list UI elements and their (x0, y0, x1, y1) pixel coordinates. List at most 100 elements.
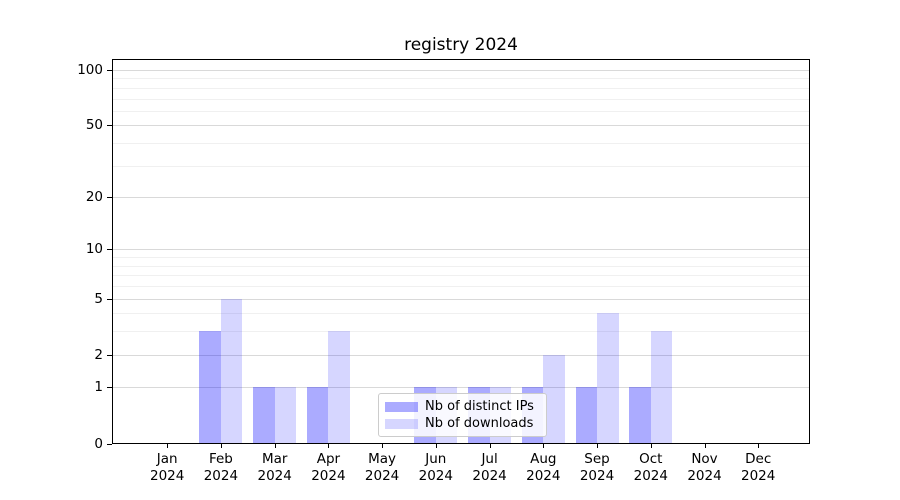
x-axis-label: Dec 2024 (726, 451, 790, 485)
y-axis-label: 1 (94, 379, 103, 396)
x-axis-label-year: 2024 (633, 468, 668, 484)
gridline-minor (112, 143, 810, 144)
y-axis-label: 5 (94, 290, 103, 307)
gridline-major (112, 125, 810, 127)
x-axis-tick (274, 444, 276, 448)
x-axis-label-month: Oct (639, 451, 663, 467)
y-axis-tick (107, 298, 112, 300)
x-axis-label: Jun 2024 (404, 451, 468, 485)
x-axis-label: Nov 2024 (673, 451, 737, 485)
gridline-minor (112, 313, 810, 315)
bar-distinct-ips (575, 387, 597, 444)
x-axis-label-month: Apr (316, 451, 341, 467)
x-axis-label: Jul 2024 (458, 451, 522, 485)
legend-swatch-distinct-ips (385, 401, 418, 412)
x-axis-label-year: 2024 (364, 468, 400, 484)
x-axis-label-year: 2024 (741, 468, 776, 484)
x-axis-label-year: 2024 (579, 468, 615, 484)
gridline-minor (112, 87, 810, 89)
y-axis-label: 100 (77, 62, 103, 78)
y-axis-label: 0 (94, 435, 103, 452)
x-axis-tick (597, 444, 598, 448)
legend-item-distinct-ips: Nb of distinct IPs (385, 398, 540, 415)
gridline-minor (112, 98, 810, 100)
x-axis-label-month: Jan (156, 451, 178, 467)
x-axis-label: Jan 2024 (135, 451, 199, 485)
x-axis-label: Oct 2024 (619, 451, 683, 485)
bar-distinct-ips (199, 331, 221, 444)
x-axis-label: Aug 2024 (511, 451, 575, 485)
gridline-minor (112, 331, 810, 333)
bar-downloads (597, 313, 619, 444)
x-axis-label-year: 2024 (418, 468, 453, 484)
legend-label-downloads: Nb of downloads (425, 416, 534, 431)
x-axis-tick (489, 444, 491, 448)
gridline-major (112, 354, 810, 356)
bar-downloads (274, 387, 297, 444)
gridline-minor (112, 78, 810, 80)
x-axis-label-month: Aug (530, 451, 557, 467)
gridline-minor (112, 257, 810, 259)
y-axis-tick (107, 249, 112, 251)
y-axis-tick (107, 125, 112, 127)
gridline-minor (112, 275, 810, 277)
x-axis-tick (435, 444, 437, 448)
x-axis-tick (328, 444, 330, 448)
x-axis-label: Apr 2024 (296, 451, 360, 485)
gridline-major (112, 387, 810, 389)
gridline-minor (112, 265, 810, 267)
y-axis-tick (107, 354, 112, 356)
x-axis-label-year: 2024 (526, 468, 561, 484)
legend-item-downloads: Nb of downloads (385, 415, 540, 432)
y-axis-label: 10 (85, 241, 103, 258)
gridline-major (112, 249, 810, 251)
x-axis-label-month: Nov (691, 451, 718, 467)
y-axis-tick (107, 70, 112, 71)
x-axis-label-year: 2024 (311, 468, 346, 484)
x-axis-tick (543, 444, 545, 448)
y-axis-tick (107, 197, 112, 199)
x-axis-tick (704, 444, 706, 448)
x-axis-tick (167, 444, 169, 448)
x-axis-label-year: 2024 (687, 468, 722, 484)
x-axis-label: May 2024 (350, 451, 414, 485)
x-axis-tick (650, 444, 652, 448)
y-axis-label: 20 (85, 189, 103, 206)
x-axis-label: Mar 2024 (243, 451, 307, 485)
x-axis-label-year: 2024 (203, 468, 239, 484)
x-axis-label-month: Sep (584, 451, 610, 467)
legend-swatch-downloads (385, 418, 418, 429)
chart-title: registry 2024 (404, 35, 518, 55)
bar-downloads (543, 354, 565, 444)
y-axis-tick (107, 387, 112, 389)
x-axis-label-year: 2024 (472, 468, 507, 484)
legend-label-distinct-ips: Nb of distinct IPs (425, 399, 534, 414)
x-axis-label-month: Dec (745, 451, 772, 467)
gridline-minor (112, 110, 810, 112)
bar-distinct-ips (306, 387, 329, 444)
gridline-major (112, 70, 810, 71)
x-axis-label-year: 2024 (257, 468, 292, 484)
bar-distinct-ips (629, 387, 651, 444)
x-axis-tick (382, 444, 384, 448)
bar-distinct-ips (253, 387, 275, 444)
gridline-minor (112, 286, 810, 287)
y-axis-label: 50 (85, 117, 103, 134)
x-axis-label-month: Jun (425, 451, 447, 467)
x-axis-label-month: Feb (208, 451, 233, 467)
gridline-minor (112, 165, 810, 167)
legend: Nb of distinct IPs Nb of downloads (378, 393, 547, 437)
x-axis-label: Sep 2024 (565, 451, 629, 485)
bar-downloads (220, 298, 243, 444)
gridline-major (112, 197, 810, 199)
x-axis-label-month: Mar (261, 451, 288, 467)
x-axis-label-year: 2024 (150, 468, 185, 484)
bar-downloads (328, 331, 350, 444)
gridline-major (112, 298, 810, 300)
x-axis-label-month: Jul (481, 451, 498, 467)
x-axis-label-month: May (368, 451, 397, 467)
x-axis-tick (220, 444, 222, 448)
x-axis-tick (758, 444, 760, 448)
y-axis-label: 2 (94, 346, 103, 363)
